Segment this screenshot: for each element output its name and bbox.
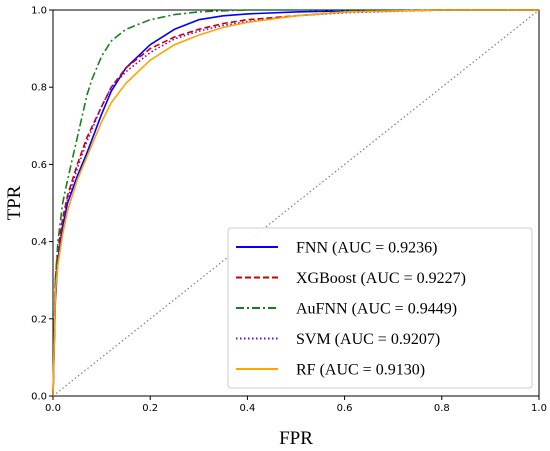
x-tick-label: 0.4	[239, 403, 255, 414]
x-tick-label: 0.0	[45, 403, 61, 414]
series-line-4	[52, 9, 539, 397]
y-tick-label: 0.8	[31, 83, 47, 94]
x-tick-label: 1.0	[531, 403, 547, 414]
legend-label-4: RF (AUC = 0.9130)	[296, 362, 425, 379]
legend-box	[227, 227, 533, 389]
x-axis-label: FPR	[279, 428, 313, 449]
x-tick-label: 0.8	[434, 403, 450, 414]
legend: FNN (AUC = 0.9236) XGBoost (AUC = 0.9227)…	[227, 227, 533, 389]
legend-label-2: AuFNN (AUC = 0.9449)	[296, 301, 457, 318]
y-tick-label: 0.2	[31, 314, 47, 325]
x-tick-label: 0.2	[142, 403, 158, 414]
y-tick-label: 0.6	[31, 160, 47, 171]
x-tick-label: 0.6	[337, 403, 353, 414]
y-tick-label: 0.4	[31, 237, 47, 248]
y-axis-label: TPR	[4, 185, 25, 220]
series-line-2	[52, 9, 539, 397]
y-tick-label: 0.0	[31, 392, 47, 403]
legend-label-0: FNN (AUC = 0.9236)	[296, 240, 437, 257]
legend-label-1: XGBoost (AUC = 0.9227)	[296, 270, 466, 287]
legend-label-3: SVM (AUC = 0.9207)	[296, 331, 440, 348]
y-tick-label: 1.0	[31, 6, 47, 17]
reference-diagonal-line	[52, 9, 540, 397]
